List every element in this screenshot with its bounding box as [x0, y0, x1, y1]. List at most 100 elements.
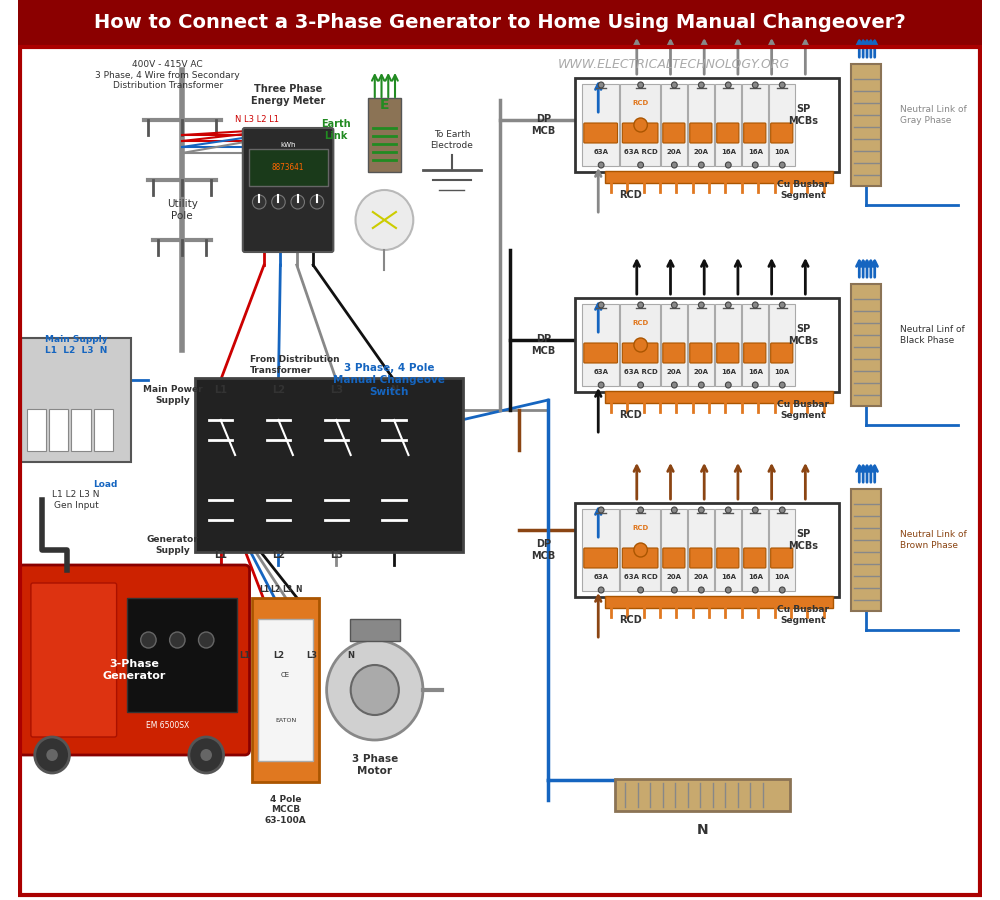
Circle shape	[189, 737, 224, 773]
Text: EATON: EATON	[275, 717, 296, 723]
Text: 3-Phase
Generator: 3-Phase Generator	[102, 659, 166, 680]
Circle shape	[638, 82, 644, 88]
FancyBboxPatch shape	[620, 304, 660, 386]
Text: N L3 L2 L1: N L3 L2 L1	[235, 115, 279, 124]
Circle shape	[46, 749, 58, 761]
FancyBboxPatch shape	[584, 123, 618, 143]
Circle shape	[598, 82, 604, 88]
Text: 63A: 63A	[594, 149, 609, 155]
Text: 4 Pole
MCCB
63-100A: 4 Pole MCCB 63-100A	[265, 795, 307, 825]
Text: N: N	[295, 586, 302, 595]
Circle shape	[698, 587, 704, 593]
FancyBboxPatch shape	[663, 123, 685, 143]
Text: RCD: RCD	[619, 410, 641, 420]
Text: E: E	[380, 98, 389, 112]
FancyBboxPatch shape	[195, 378, 463, 552]
Text: SP
MCBs: SP MCBs	[788, 324, 818, 346]
Text: 16A: 16A	[748, 369, 763, 375]
FancyBboxPatch shape	[252, 598, 319, 782]
Circle shape	[779, 587, 785, 593]
FancyBboxPatch shape	[575, 78, 839, 172]
Text: WWW.ELECTRICALTECHNOLOGY.ORG: WWW.ELECTRICALTECHNOLOGY.ORG	[557, 58, 789, 71]
FancyBboxPatch shape	[582, 304, 619, 386]
Circle shape	[779, 382, 785, 388]
FancyBboxPatch shape	[715, 84, 741, 166]
Text: L3: L3	[307, 651, 318, 660]
Circle shape	[35, 737, 69, 773]
FancyBboxPatch shape	[622, 548, 658, 568]
FancyBboxPatch shape	[690, 123, 712, 143]
FancyBboxPatch shape	[243, 128, 333, 252]
Text: RCD: RCD	[633, 100, 649, 106]
Text: 20A: 20A	[667, 574, 682, 580]
Circle shape	[725, 507, 731, 513]
FancyBboxPatch shape	[717, 548, 739, 568]
Circle shape	[752, 162, 758, 168]
Circle shape	[725, 382, 731, 388]
FancyBboxPatch shape	[769, 304, 795, 386]
Circle shape	[752, 507, 758, 513]
Text: 8873641: 8873641	[272, 164, 304, 173]
Circle shape	[351, 665, 399, 715]
Circle shape	[752, 382, 758, 388]
Text: 20A: 20A	[667, 369, 682, 375]
Text: DP
MCB: DP MCB	[531, 539, 555, 561]
Circle shape	[598, 162, 604, 168]
FancyBboxPatch shape	[744, 123, 766, 143]
Text: 20A: 20A	[694, 149, 709, 155]
FancyBboxPatch shape	[622, 123, 658, 143]
Text: 63A RCD: 63A RCD	[624, 369, 658, 375]
Circle shape	[779, 162, 785, 168]
FancyBboxPatch shape	[717, 343, 739, 363]
Text: 3 Phase, 4 Pole
Manual Changeove
Switch: 3 Phase, 4 Pole Manual Changeove Switch	[333, 364, 445, 397]
FancyBboxPatch shape	[688, 304, 714, 386]
Circle shape	[698, 162, 704, 168]
FancyBboxPatch shape	[742, 304, 768, 386]
FancyBboxPatch shape	[249, 149, 328, 186]
Circle shape	[327, 640, 423, 740]
Circle shape	[638, 162, 644, 168]
Circle shape	[698, 507, 704, 513]
FancyBboxPatch shape	[688, 509, 714, 591]
Circle shape	[671, 82, 677, 88]
Text: N: N	[347, 651, 354, 660]
Circle shape	[272, 195, 285, 209]
Circle shape	[638, 507, 644, 513]
FancyBboxPatch shape	[18, 565, 250, 755]
Circle shape	[634, 338, 647, 352]
Text: Neutral Link of
Gray Phase: Neutral Link of Gray Phase	[900, 105, 966, 125]
Circle shape	[671, 382, 677, 388]
Text: 63A RCD: 63A RCD	[624, 574, 658, 580]
Text: 16A: 16A	[721, 574, 736, 580]
Circle shape	[598, 382, 604, 388]
FancyBboxPatch shape	[742, 84, 768, 166]
Text: RCD: RCD	[619, 615, 641, 625]
Text: Three Phase
Energy Meter: Three Phase Energy Meter	[251, 85, 325, 106]
Text: RCD: RCD	[619, 190, 641, 200]
Circle shape	[291, 195, 304, 209]
FancyBboxPatch shape	[605, 171, 833, 183]
Text: 16A: 16A	[721, 149, 736, 155]
FancyBboxPatch shape	[661, 304, 687, 386]
FancyBboxPatch shape	[71, 409, 91, 451]
Circle shape	[671, 587, 677, 593]
Circle shape	[252, 195, 266, 209]
FancyBboxPatch shape	[688, 84, 714, 166]
Circle shape	[356, 190, 413, 250]
Text: 20A: 20A	[694, 574, 709, 580]
Circle shape	[634, 118, 647, 132]
Text: How to Connect a 3-Phase Generator to Home Using Manual Changeover?: How to Connect a 3-Phase Generator to Ho…	[94, 13, 906, 32]
FancyBboxPatch shape	[94, 409, 113, 451]
FancyBboxPatch shape	[744, 548, 766, 568]
FancyBboxPatch shape	[717, 123, 739, 143]
Text: Cu Busbar
Segment: Cu Busbar Segment	[777, 400, 829, 419]
Text: RCD: RCD	[633, 525, 649, 531]
Text: 16A: 16A	[748, 149, 763, 155]
Circle shape	[752, 82, 758, 88]
Circle shape	[671, 162, 677, 168]
Circle shape	[779, 507, 785, 513]
Text: L2: L2	[272, 550, 285, 560]
Text: 400V - 415V AC
3 Phase, 4 Wire from Secondary
Distribution Transformer: 400V - 415V AC 3 Phase, 4 Wire from Seco…	[95, 60, 240, 90]
Text: L3: L3	[330, 550, 343, 560]
Circle shape	[598, 587, 604, 593]
